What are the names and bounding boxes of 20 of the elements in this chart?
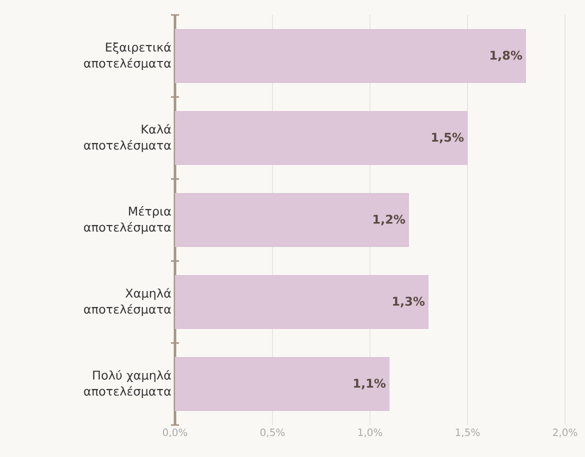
data-label: 1,1% [354, 378, 386, 390]
y-tick-label: Εξαιρετικά αποτελέσματα [84, 42, 171, 70]
x-tick-label: 1,5% [456, 428, 480, 438]
y-tick-label: Πολύ χαμηλά αποτελέσματα [84, 370, 171, 398]
bar [175, 275, 429, 330]
x-tick-label: 1,0% [358, 428, 382, 438]
data-label: 1,3% [393, 296, 425, 308]
data-label: 1,8% [490, 50, 522, 62]
data-label: 1,2% [374, 214, 406, 226]
x-tick-label: 0,5% [260, 428, 285, 438]
bar [175, 357, 390, 412]
y-tick-label: Καλά αποτελέσματα [84, 124, 171, 152]
x-tick-label: 2,0% [553, 428, 578, 438]
bar [175, 111, 468, 166]
bar [175, 193, 410, 247]
y-tick-label: Μέτρια αποτελέσματα [84, 206, 171, 234]
y-tick-label: Χαμηλά αποτελέσματα [84, 288, 171, 316]
x-tick-label: 0,0% [162, 428, 188, 438]
data-label: 1,5% [432, 132, 464, 144]
bar [175, 29, 526, 83]
